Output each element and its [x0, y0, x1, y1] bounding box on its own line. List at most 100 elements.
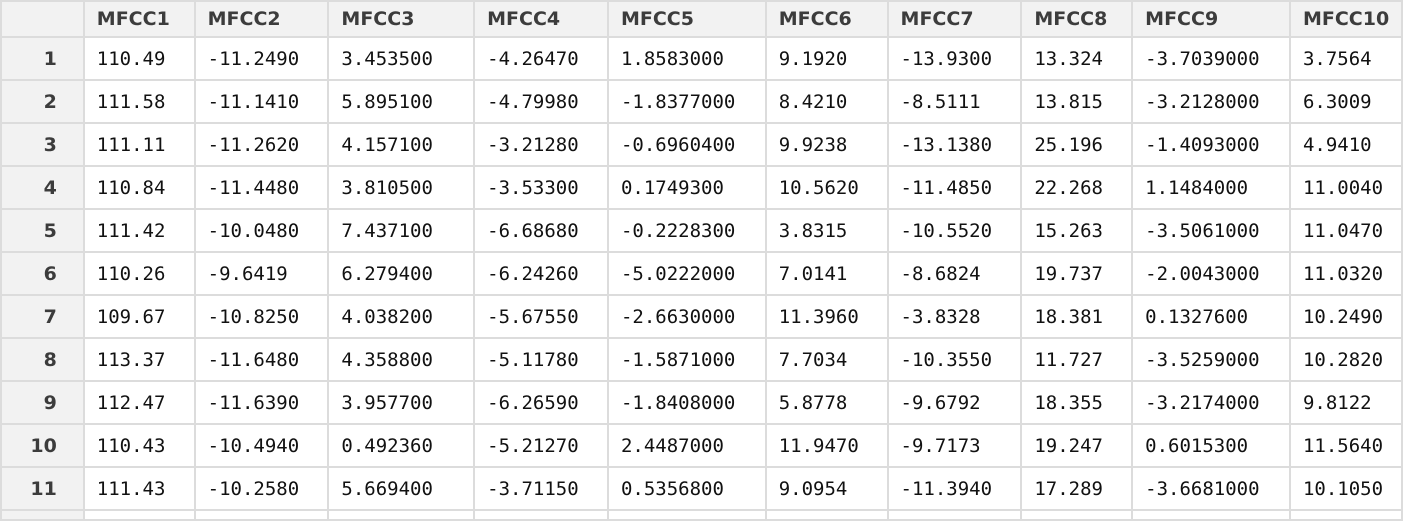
table-cell[interactable]: 11.5640	[1288, 423, 1403, 468]
table-cell[interactable]: -2.0043000	[1131, 251, 1291, 296]
table-cell[interactable]: -1.8408000	[606, 380, 767, 425]
table-cell[interactable]: 0.492360	[327, 423, 476, 468]
table-cell[interactable]: -8.5111	[886, 79, 1023, 124]
table-cell[interactable]: 3.810500	[327, 165, 476, 210]
table-cell[interactable]: -13.1380	[886, 122, 1023, 167]
table-cell[interactable]: -3.2128000	[1131, 79, 1291, 124]
row-header[interactable]: 10	[0, 423, 85, 468]
table-cell[interactable]	[473, 509, 609, 521]
table-cell[interactable]: 110.43	[82, 423, 196, 468]
table-cell[interactable]: 0.5356800	[606, 466, 767, 511]
table-cell[interactable]: 7.7034	[764, 337, 889, 382]
column-header-mfcc7[interactable]: MFCC7	[886, 0, 1023, 38]
table-cell[interactable]: 11.727	[1020, 337, 1134, 382]
table-cell[interactable]: 0.1327600	[1131, 294, 1291, 339]
table-cell[interactable]: -3.5259000	[1131, 337, 1291, 382]
table-cell[interactable]: -3.5061000	[1131, 208, 1291, 253]
table-cell[interactable]: 9.9238	[764, 122, 889, 167]
row-header[interactable]: 9	[0, 380, 85, 425]
row-header[interactable]: 5	[0, 208, 85, 253]
table-cell[interactable]: 19.737	[1020, 251, 1134, 296]
table-cell[interactable]: 8.4210	[764, 79, 889, 124]
table-cell[interactable]: -3.53300	[473, 165, 609, 210]
table-cell[interactable]: 22.268	[1020, 165, 1134, 210]
table-cell[interactable]: 1.1484000	[1131, 165, 1291, 210]
table-cell[interactable]: 5.669400	[327, 466, 476, 511]
table-cell[interactable]: -5.0222000	[606, 251, 767, 296]
corner-cell[interactable]	[0, 0, 85, 38]
table-cell[interactable]: -5.11780	[473, 337, 609, 382]
table-cell[interactable]: 17.289	[1020, 466, 1134, 511]
table-cell[interactable]: 18.355	[1020, 380, 1134, 425]
table-cell[interactable]: -11.2620	[193, 122, 330, 167]
table-cell[interactable]: 1.8583000	[606, 36, 767, 81]
table-cell[interactable]: -3.2174000	[1131, 380, 1291, 425]
table-cell[interactable]: 110.49	[82, 36, 196, 81]
table-cell[interactable]: -1.4093000	[1131, 122, 1291, 167]
table-cell[interactable]	[1288, 509, 1403, 521]
table-cell[interactable]: 4.358800	[327, 337, 476, 382]
table-cell[interactable]: 9.1920	[764, 36, 889, 81]
column-header-mfcc4[interactable]: MFCC4	[473, 0, 609, 38]
table-cell[interactable]	[1131, 509, 1291, 521]
table-cell[interactable]: -5.21270	[473, 423, 609, 468]
table-cell[interactable]: -9.7173	[886, 423, 1023, 468]
table-cell[interactable]	[82, 509, 196, 521]
table-cell[interactable]: 10.1050	[1288, 466, 1403, 511]
row-header[interactable]: 2	[0, 79, 85, 124]
table-cell[interactable]: -10.2580	[193, 466, 330, 511]
table-cell[interactable]: -10.8250	[193, 294, 330, 339]
row-header[interactable]: 8	[0, 337, 85, 382]
table-cell[interactable]: 4.038200	[327, 294, 476, 339]
row-header[interactable]: 3	[0, 122, 85, 167]
table-cell[interactable]: 19.247	[1020, 423, 1134, 468]
table-cell[interactable]: 6.3009	[1288, 79, 1403, 124]
table-cell[interactable]: 15.263	[1020, 208, 1134, 253]
table-cell[interactable]: 25.196	[1020, 122, 1134, 167]
column-header-mfcc3[interactable]: MFCC3	[327, 0, 476, 38]
table-cell[interactable]: -10.0480	[193, 208, 330, 253]
table-cell[interactable]: -9.6419	[193, 251, 330, 296]
table-cell[interactable]: 109.67	[82, 294, 196, 339]
table-cell[interactable]: -9.6792	[886, 380, 1023, 425]
table-cell[interactable]	[606, 509, 767, 521]
table-cell[interactable]: 111.42	[82, 208, 196, 253]
table-cell[interactable]: 110.26	[82, 251, 196, 296]
table-cell[interactable]: 10.2820	[1288, 337, 1403, 382]
table-cell[interactable]: -3.6681000	[1131, 466, 1291, 511]
table-cell[interactable]	[327, 509, 476, 521]
table-cell[interactable]: 111.58	[82, 79, 196, 124]
table-cell[interactable]: -1.5871000	[606, 337, 767, 382]
table-cell[interactable]: -11.3940	[886, 466, 1023, 511]
table-cell[interactable]: 3.7564	[1288, 36, 1403, 81]
table-cell[interactable]: 5.895100	[327, 79, 476, 124]
table-cell[interactable]: -8.6824	[886, 251, 1023, 296]
table-cell[interactable]: -6.26590	[473, 380, 609, 425]
table-cell[interactable]: 13.815	[1020, 79, 1134, 124]
column-header-mfcc9[interactable]: MFCC9	[1131, 0, 1291, 38]
table-cell[interactable]: -2.6630000	[606, 294, 767, 339]
table-cell[interactable]: 111.43	[82, 466, 196, 511]
table-cell[interactable]: -11.6390	[193, 380, 330, 425]
table-cell[interactable]	[886, 509, 1023, 521]
table-cell[interactable]: 4.157100	[327, 122, 476, 167]
table-cell[interactable]: 18.381	[1020, 294, 1134, 339]
table-cell[interactable]: 112.47	[82, 380, 196, 425]
table-cell[interactable]: 11.0320	[1288, 251, 1403, 296]
table-cell[interactable]: -13.9300	[886, 36, 1023, 81]
table-cell[interactable]: -3.8328	[886, 294, 1023, 339]
row-header[interactable]: 4	[0, 165, 85, 210]
table-cell[interactable]: -4.26470	[473, 36, 609, 81]
table-cell[interactable]: -5.67550	[473, 294, 609, 339]
table-cell[interactable]: 3.8315	[764, 208, 889, 253]
table-cell[interactable]: 10.5620	[764, 165, 889, 210]
table-cell[interactable]: -10.3550	[886, 337, 1023, 382]
table-cell[interactable]: -3.71150	[473, 466, 609, 511]
table-cell[interactable]: 9.8122	[1288, 380, 1403, 425]
row-header[interactable]: 7	[0, 294, 85, 339]
column-header-mfcc10[interactable]: MFCC10	[1288, 0, 1403, 38]
table-cell[interactable]: 11.3960	[764, 294, 889, 339]
table-cell[interactable]	[764, 509, 889, 521]
table-cell[interactable]: -11.2490	[193, 36, 330, 81]
table-cell[interactable]: -0.2228300	[606, 208, 767, 253]
